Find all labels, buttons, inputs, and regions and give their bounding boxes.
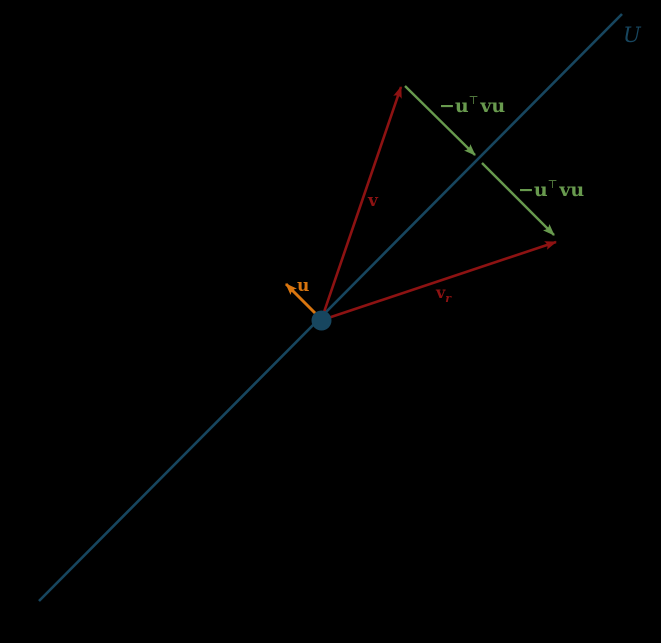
projection-label-1-suffix: vu bbox=[479, 95, 505, 117]
projection-arrow-2 bbox=[481, 162, 555, 236]
projection-label-1-prefix: −u bbox=[439, 95, 469, 117]
vr-label: vr bbox=[435, 283, 452, 305]
v-label: v bbox=[367, 191, 379, 211]
vector-vr bbox=[321, 240, 557, 322]
projection-label-2: −u⊤ vu bbox=[518, 178, 584, 201]
subspace-line bbox=[38, 13, 623, 602]
projection-label-2-suffix: vu bbox=[558, 179, 584, 201]
projection-arrow-1 bbox=[404, 85, 476, 156]
vector-v bbox=[320, 86, 403, 319]
projection-label-2-prefix: −u bbox=[518, 179, 548, 201]
vr-label-subscript: r bbox=[445, 292, 452, 305]
vr-label-base: v bbox=[435, 283, 446, 302]
u-label: u bbox=[297, 276, 309, 296]
projection-label-1-sup: ⊤ bbox=[469, 94, 479, 107]
projection-label-2-sup: ⊤ bbox=[548, 178, 558, 191]
origin-point bbox=[311, 310, 332, 331]
projection-label-1: −u⊤ vu bbox=[439, 94, 505, 117]
subspace-label: U bbox=[623, 23, 642, 47]
